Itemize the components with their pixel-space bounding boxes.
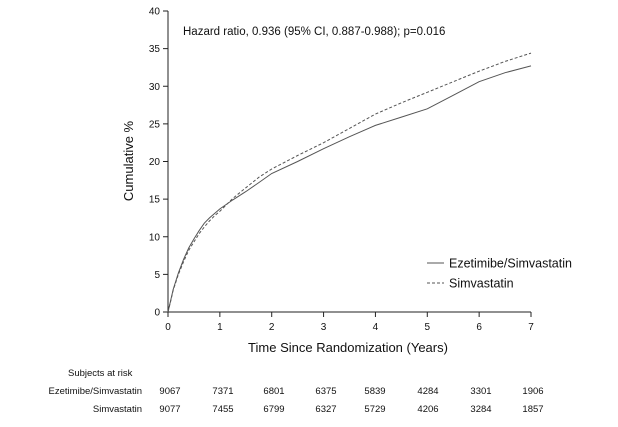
y-tick-label: 25 bbox=[149, 119, 161, 130]
risk-cell: 3284 bbox=[470, 404, 491, 415]
x-axis-title: Time Since Randomization (Years) bbox=[248, 340, 448, 355]
risk-cell: 6375 bbox=[315, 386, 336, 397]
risk-cell: 9067 bbox=[159, 386, 180, 397]
risk-row-label: Simvastatin bbox=[93, 404, 142, 415]
risk-cell: 6801 bbox=[263, 386, 284, 397]
series-line-ezetimibe-simvastatin bbox=[167, 65, 532, 313]
risk-cell: 1906 bbox=[522, 386, 543, 397]
legend-label: Simvastatin bbox=[449, 277, 514, 291]
x-tick-label: 7 bbox=[528, 322, 534, 333]
x-tick-label: 4 bbox=[373, 322, 379, 333]
risk-cell: 6327 bbox=[315, 404, 336, 415]
y-tick-label: 30 bbox=[149, 82, 161, 93]
x-tick-label: 1 bbox=[217, 322, 223, 333]
risk-cell: 5729 bbox=[364, 404, 385, 415]
risk-cell: 6799 bbox=[263, 404, 284, 415]
x-tick-label: 6 bbox=[476, 322, 482, 333]
risk-cell: 5839 bbox=[364, 386, 385, 397]
risk-table: Subjects at risk Ezetimibe/Simvastatin 906… bbox=[49, 368, 544, 415]
risk-cell: 9077 bbox=[159, 404, 180, 415]
legend-label: Ezetimibe/Simvastatin bbox=[449, 257, 572, 271]
x-tick-label: 2 bbox=[269, 322, 275, 333]
risk-cell: 1857 bbox=[522, 404, 543, 415]
risk-table-header: Subjects at risk bbox=[68, 368, 133, 379]
y-tick-label: 15 bbox=[149, 195, 161, 206]
y-tick-label: 0 bbox=[154, 308, 160, 319]
axis-ticks: 0 5 10 15 20 25 30 35 40 0 1 2 3 4 5 6 7 bbox=[149, 7, 534, 334]
y-axis-title: Cumulative % bbox=[121, 120, 136, 201]
x-tick-label: 5 bbox=[425, 322, 431, 333]
risk-cell: 7455 bbox=[212, 404, 233, 415]
series-lines bbox=[167, 52, 532, 313]
x-tick-label: 3 bbox=[321, 322, 327, 333]
legend: Ezetimibe/Simvastatin Simvastatin bbox=[427, 257, 572, 291]
y-tick-label: 20 bbox=[149, 157, 161, 168]
hazard-ratio-annotation: Hazard ratio, 0.936 (95% CI, 0.887-0.988… bbox=[183, 26, 445, 38]
y-tick-label: 10 bbox=[149, 232, 161, 243]
risk-row-label: Ezetimibe/Simvastatin bbox=[49, 386, 142, 397]
risk-cell: 4284 bbox=[417, 386, 438, 397]
y-tick-label: 35 bbox=[149, 44, 161, 55]
y-tick-label: 5 bbox=[154, 270, 160, 281]
risk-cell: 3301 bbox=[470, 386, 491, 397]
y-tick-label: 40 bbox=[149, 7, 161, 18]
risk-cell: 7371 bbox=[212, 386, 233, 397]
risk-cell: 4206 bbox=[417, 404, 438, 415]
series-line-simvastatin bbox=[167, 52, 532, 313]
x-tick-label: 0 bbox=[165, 322, 171, 333]
